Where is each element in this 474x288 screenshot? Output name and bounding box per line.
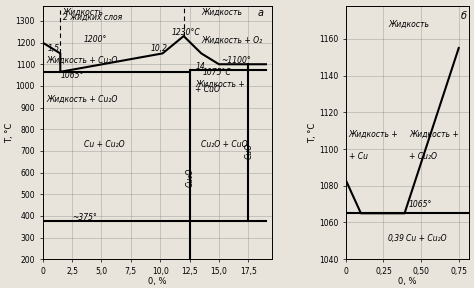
X-axis label: 0, %: 0, % [148, 277, 166, 286]
Text: Cu₂O + CuO: Cu₂O + CuO [201, 140, 248, 149]
Text: ~375°: ~375° [72, 213, 97, 222]
Text: + CuO: + CuO [195, 85, 220, 94]
Text: Жидкость + O₂: Жидкость + O₂ [201, 36, 263, 45]
X-axis label: 0, %: 0, % [398, 277, 417, 286]
Text: 1,5: 1,5 [47, 43, 59, 52]
Text: Жидкость: Жидкость [388, 20, 429, 29]
Text: Cu + Cu₂O: Cu + Cu₂O [84, 140, 124, 149]
Text: 1200°: 1200° [84, 35, 107, 44]
Text: 1065°: 1065° [60, 71, 84, 80]
Text: CuO: CuO [244, 143, 253, 159]
Text: 1065°: 1065° [409, 200, 432, 209]
Text: Жидкость +: Жидкость + [349, 130, 399, 139]
Text: 1230°C: 1230°C [172, 28, 201, 37]
Text: Жидкость +: Жидкость + [409, 130, 459, 139]
Text: б: б [460, 11, 466, 21]
Text: 2 жидких слоя: 2 жидких слоя [63, 12, 122, 22]
Text: Жидкость: Жидкость [63, 8, 104, 17]
Text: Cu + Cu₂O: Cu + Cu₂O [406, 234, 447, 243]
Y-axis label: T, °С: T, °С [5, 122, 14, 143]
Text: 14: 14 [195, 62, 205, 71]
Text: Жидкость +: Жидкость + [195, 80, 245, 89]
Text: + Cu₂O: + Cu₂O [409, 152, 437, 161]
Text: Жидкость + Cu₂O: Жидкость + Cu₂O [46, 55, 118, 65]
Text: 0,39: 0,39 [388, 234, 405, 243]
Text: + Cu: + Cu [349, 152, 368, 161]
Text: ~1100°: ~1100° [221, 56, 251, 65]
Text: Cu₂O: Cu₂O [185, 167, 194, 187]
Text: Жидкость: Жидкость [201, 8, 242, 17]
Text: Жидкость + Cu₂O: Жидкость + Cu₂O [46, 94, 118, 103]
Y-axis label: T, °С: T, °С [309, 122, 318, 143]
Text: 10,2: 10,2 [151, 43, 168, 52]
Text: а: а [257, 8, 264, 18]
Text: 1075°C: 1075°C [202, 69, 231, 77]
